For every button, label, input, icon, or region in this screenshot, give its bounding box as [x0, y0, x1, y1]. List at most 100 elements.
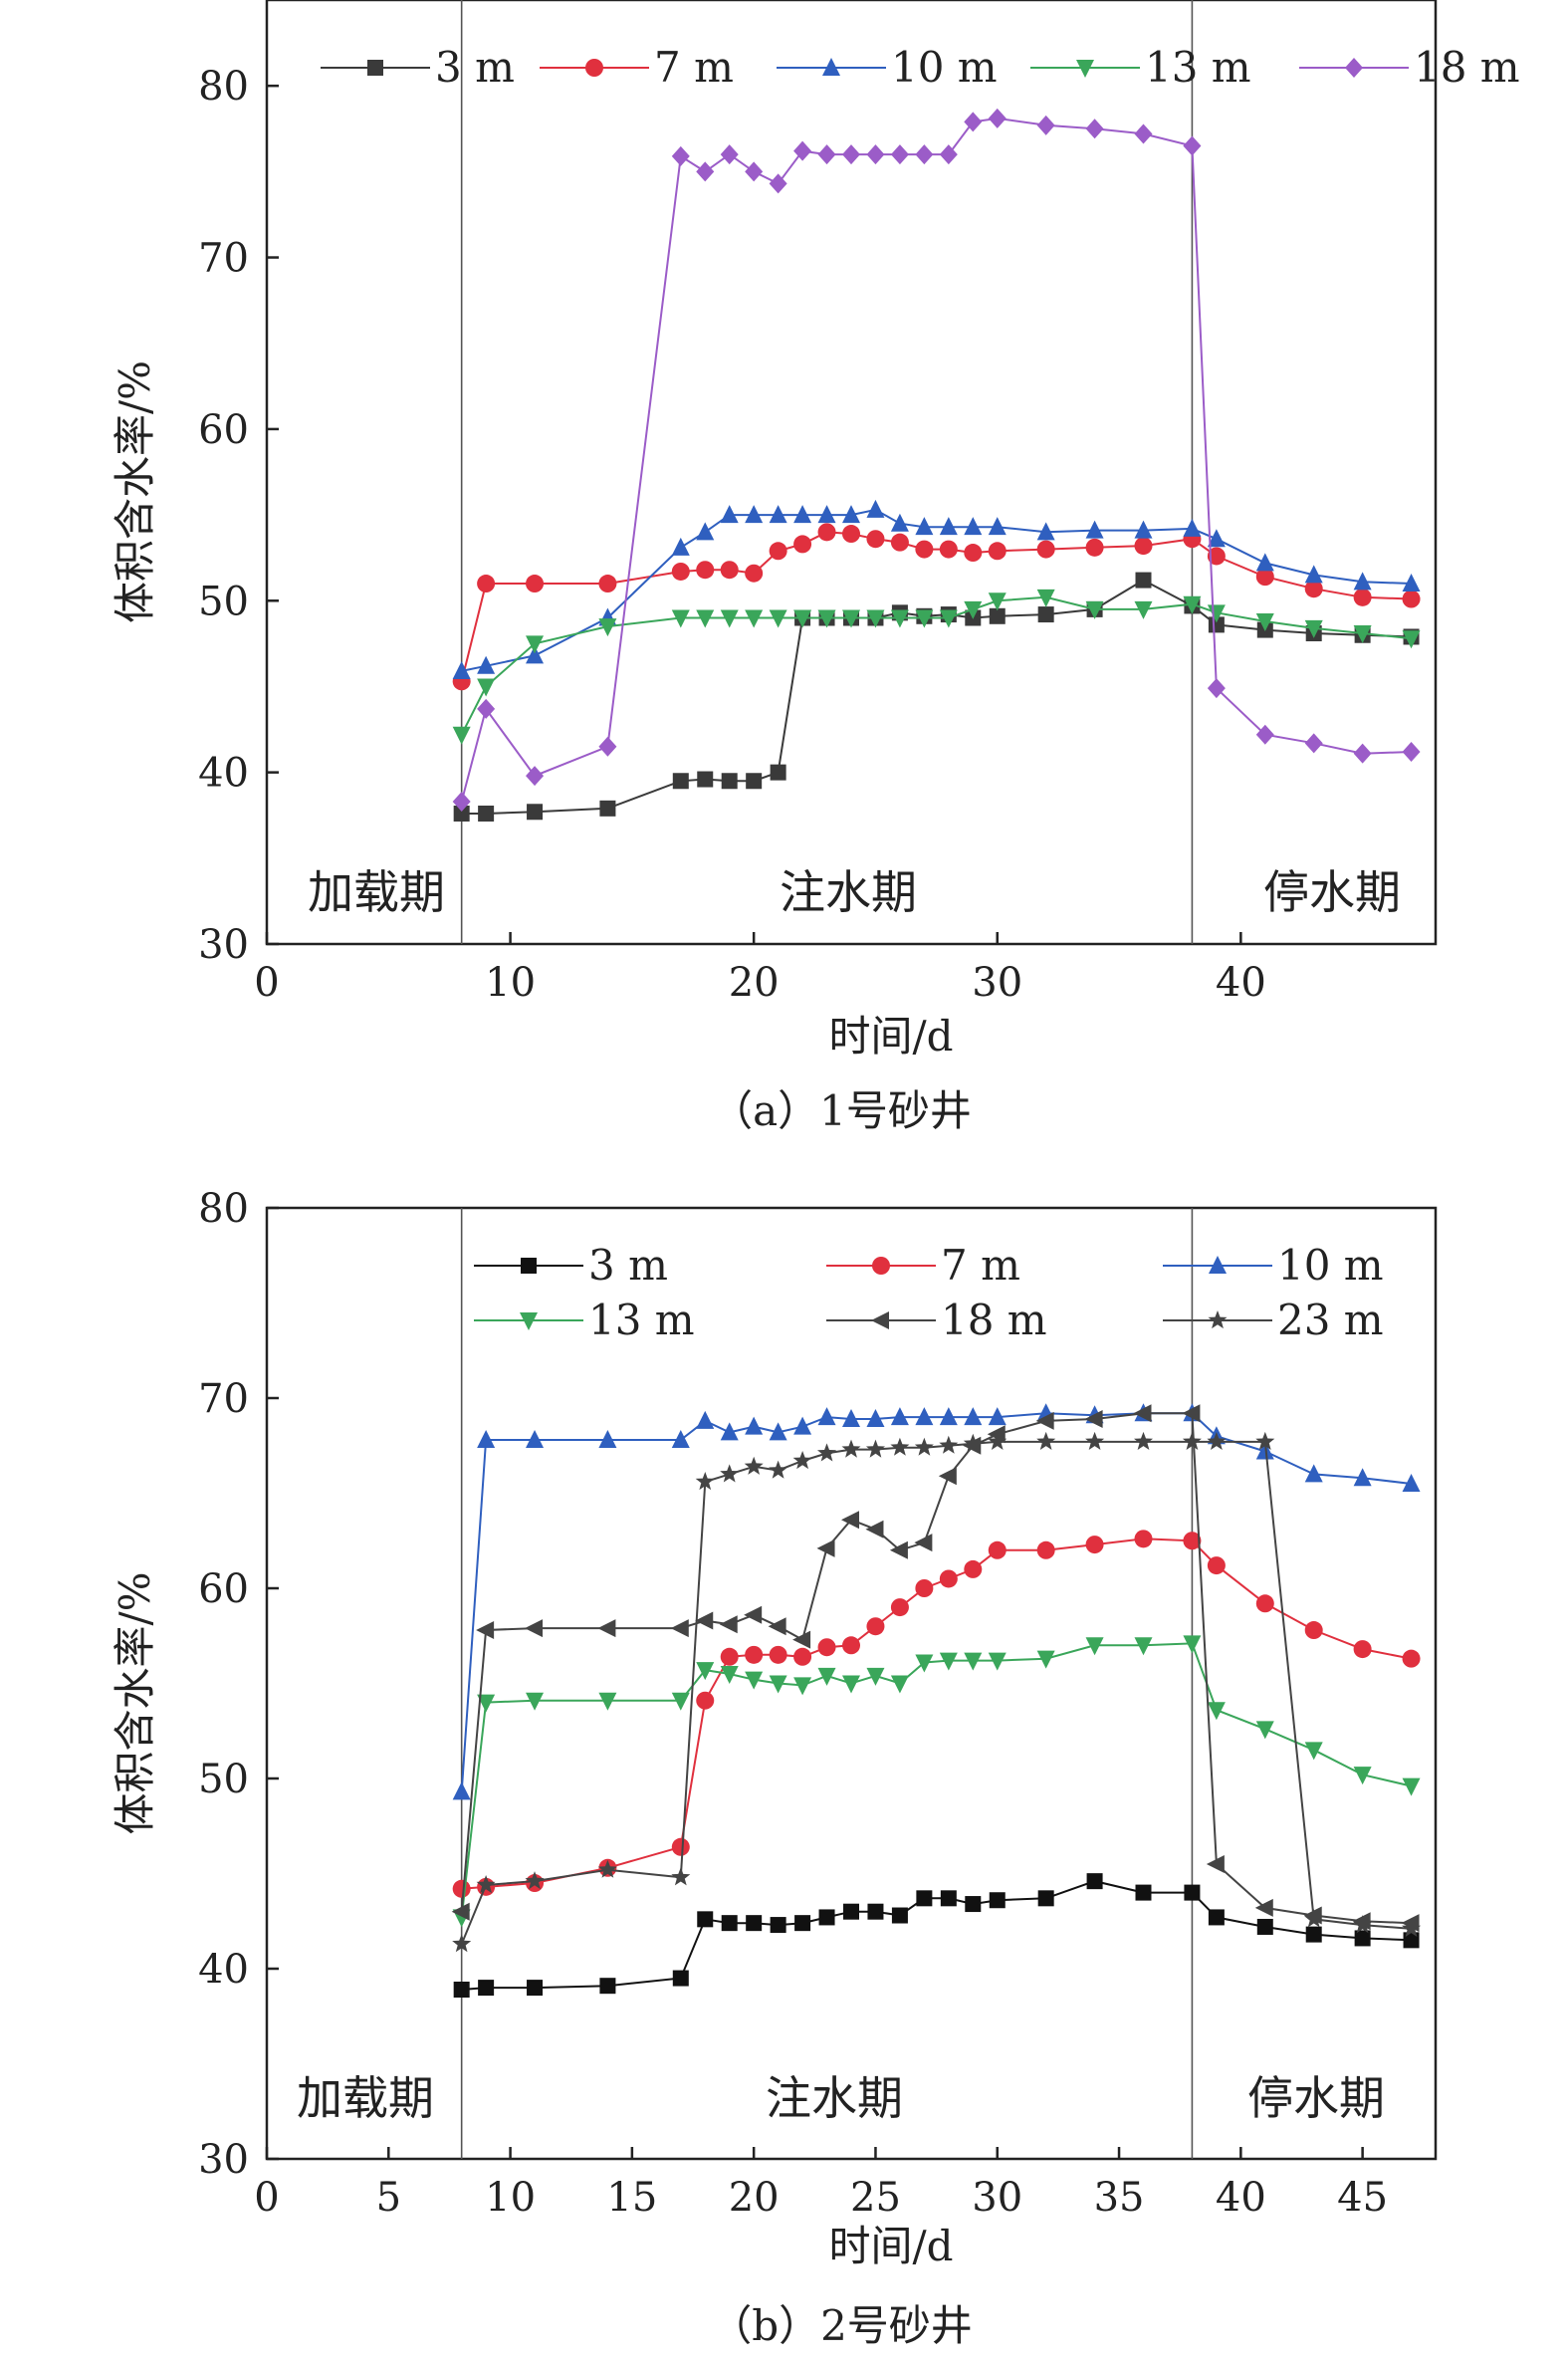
data-point — [1037, 606, 1054, 623]
data-point — [939, 1407, 958, 1426]
data-point — [1207, 1556, 1226, 1575]
data-point — [939, 609, 958, 628]
chart-panel-b: 30 40 50 60 70 80 0 5 10 15 20 25 30 35 40 45 时间/d 体积含水率/… — [111, 1186, 1438, 2350]
data-point — [525, 1619, 544, 1638]
data-point — [988, 1540, 1007, 1559]
data-point — [721, 1915, 738, 1932]
data-point — [695, 1472, 715, 1491]
data-point — [866, 1667, 885, 1686]
data-point — [696, 161, 715, 182]
data-point — [672, 773, 689, 790]
legend-label: 10 m — [1277, 1241, 1384, 1290]
series-line — [461, 1538, 1412, 1890]
data-point — [963, 1433, 983, 1452]
data-point — [1085, 600, 1104, 619]
data-point — [793, 505, 812, 524]
data-point — [478, 1980, 495, 1997]
y-tick-label: 80 — [198, 1186, 249, 1232]
data-point — [1256, 1918, 1273, 1935]
data-point — [817, 1638, 836, 1657]
data-point — [671, 1867, 691, 1886]
data-point — [1183, 1635, 1202, 1654]
y-tick-label: 60 — [198, 407, 249, 453]
data-point — [939, 1569, 958, 1588]
data-point — [1085, 1536, 1104, 1554]
legend-label: 3 m — [588, 1241, 668, 1290]
data-point — [525, 1871, 545, 1890]
data-point — [1134, 600, 1153, 619]
legend: 3 m 7 m 10 m 13 m 18 m 23 m — [474, 1241, 1384, 1344]
data-point — [769, 609, 787, 628]
data-point — [1135, 1884, 1152, 1901]
data-point — [890, 533, 909, 552]
data-point — [1255, 1721, 1274, 1740]
panel-caption: （b）2号砂井 — [710, 2301, 973, 2350]
series-3m — [453, 1873, 1420, 1999]
data-point — [1353, 1640, 1372, 1659]
data-point — [1304, 565, 1323, 584]
x-tick-label: 5 — [376, 2175, 401, 2221]
data-point — [1305, 1926, 1322, 1943]
data-point — [1206, 1854, 1225, 1873]
data-point — [769, 505, 787, 524]
data-point — [1353, 625, 1372, 644]
chart-panel-a: 30 40 50 60 70 80 0 10 20 30 40 时间/d 体积含水率/% （a）1号砂井 加… — [111, 0, 1520, 1135]
y-tick-label: 60 — [198, 1566, 249, 1612]
x-axis-title: 时间/d — [828, 1012, 953, 1061]
data-point — [915, 144, 934, 165]
y-axis-title: 体积含水率/% — [111, 360, 159, 623]
legend-label: 18 m — [1414, 43, 1520, 92]
data-point — [768, 1617, 786, 1636]
data-point — [720, 1464, 740, 1483]
data-point — [1036, 589, 1055, 607]
data-point — [599, 1978, 616, 1995]
data-point — [793, 1647, 812, 1666]
data-point — [770, 1917, 786, 1934]
data-point — [1183, 518, 1202, 537]
data-point — [598, 1692, 617, 1711]
series-line — [461, 1880, 1412, 1991]
data-point — [598, 736, 617, 757]
data-point — [1255, 568, 1274, 587]
phase-label: 加载期 — [308, 865, 445, 919]
data-point — [1135, 572, 1152, 589]
data-point — [792, 1451, 812, 1470]
data-point — [988, 1431, 1008, 1450]
data-point — [1085, 1637, 1104, 1656]
legend-marker — [1208, 1310, 1228, 1329]
data-point — [890, 1675, 909, 1694]
data-point — [1207, 1702, 1226, 1721]
data-point — [865, 1439, 885, 1458]
legend-marker — [367, 60, 383, 76]
legend-marker — [585, 59, 603, 77]
data-point — [527, 804, 544, 821]
legend-marker — [520, 1312, 538, 1330]
data-point — [1183, 135, 1202, 156]
data-point — [745, 609, 764, 628]
y-tick-label: 80 — [198, 64, 249, 110]
data-point — [842, 1636, 860, 1655]
data-point — [792, 1630, 811, 1649]
data-point — [696, 1691, 715, 1710]
data-point — [770, 764, 786, 781]
data-point — [671, 562, 690, 581]
series-10m — [452, 1403, 1421, 1800]
legend: 3 m 7 m 10 m 13 m 18 m — [321, 43, 1520, 92]
data-point — [915, 540, 934, 559]
data-point — [526, 766, 545, 787]
data-point — [1134, 537, 1153, 556]
data-point — [914, 1437, 934, 1456]
data-point — [1207, 678, 1226, 699]
data-point — [1353, 1915, 1373, 1934]
data-point — [477, 655, 496, 674]
data-point — [1207, 1431, 1227, 1450]
legend-item: 23 m — [1163, 1296, 1384, 1344]
data-point — [1255, 724, 1274, 745]
series-line — [460, 1412, 1412, 1925]
data-point — [841, 1511, 859, 1530]
data-point — [891, 1907, 908, 1924]
data-point — [598, 618, 617, 637]
data-point — [697, 771, 714, 788]
data-point — [744, 1456, 764, 1475]
